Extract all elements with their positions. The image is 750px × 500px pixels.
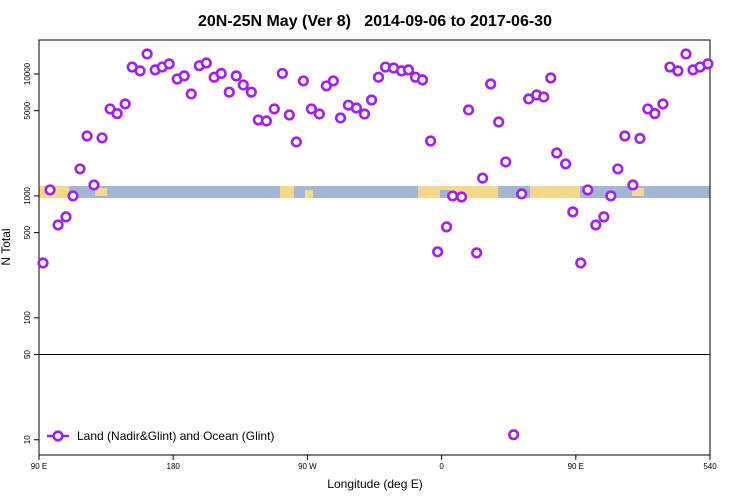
x-tick-label: 90 E: [31, 462, 47, 471]
legend-label: Land (Nadir&Glint) and Ocean (Glint): [77, 429, 274, 443]
x-tick-label: 90 W: [298, 462, 317, 471]
data-point: [485, 78, 497, 90]
data-point: [320, 80, 332, 92]
data-point: [416, 74, 429, 86]
data-point: [477, 172, 489, 184]
data-point: [334, 112, 347, 124]
data-point: [538, 91, 550, 103]
data-point: [290, 136, 302, 148]
data-point: [111, 108, 123, 120]
data-point: [582, 184, 594, 196]
data-point: [627, 179, 639, 191]
land-patch: [632, 188, 644, 196]
y-axis-label: N Total: [0, 228, 13, 265]
data-point: [297, 75, 309, 87]
data-point: [230, 70, 242, 82]
data-point: [365, 94, 378, 106]
data-point: [276, 67, 288, 80]
data-point: [358, 108, 371, 120]
land-patch: [418, 186, 498, 198]
data-point: [567, 206, 579, 218]
data-point: [372, 71, 385, 83]
data-point: [508, 429, 520, 441]
data-point: [81, 130, 93, 142]
data-point: [215, 67, 227, 80]
data-point: [500, 156, 512, 168]
x-tick-label: 90 E: [568, 462, 584, 471]
data-point: [223, 86, 235, 98]
data-point: [440, 221, 453, 233]
data-point: [52, 219, 64, 231]
land-patch: [95, 188, 107, 196]
data-point: [44, 184, 56, 196]
plot-frame: [38, 39, 711, 456]
data-point: [305, 103, 318, 115]
data-point: [447, 190, 459, 202]
y-tick-label: 1000: [23, 186, 32, 204]
y-tick-label: 5000: [23, 101, 32, 119]
data-point: [619, 130, 631, 142]
land-patch: [305, 190, 313, 198]
data-point: [680, 48, 692, 60]
data-point: [134, 65, 146, 77]
data-point: [551, 147, 563, 159]
data-point: [702, 58, 714, 70]
data-point: [657, 98, 669, 110]
data-point: [350, 102, 363, 114]
data-point: [163, 58, 175, 70]
data-point: [598, 211, 610, 223]
data-point: [141, 48, 153, 60]
data-point: [545, 72, 557, 84]
map-strip: [39, 186, 710, 198]
data-point: [590, 219, 602, 231]
data-point: [37, 257, 49, 269]
data-point: [649, 108, 661, 120]
land-patch: [530, 186, 580, 198]
data-point: [178, 70, 190, 82]
y-tick-label: 10: [23, 435, 32, 444]
x-axis-label: Longitude (deg E): [327, 477, 422, 491]
data-point: [74, 163, 86, 175]
data-point: [402, 64, 415, 76]
data-point: [60, 211, 72, 223]
data-point: [612, 163, 624, 175]
data-point: [431, 246, 444, 258]
legend-marker: [52, 430, 64, 442]
land-patch: [280, 186, 294, 198]
data-point: [471, 247, 483, 259]
data-point: [245, 86, 257, 98]
data-point: [516, 188, 528, 200]
data-point: [283, 109, 295, 121]
data-point: [575, 257, 587, 269]
data-point: [313, 108, 325, 120]
chart-title: 20N-25N May (Ver 8) 2014-09-06 to 2017-0…: [198, 13, 552, 30]
y-tick-label: 100: [23, 311, 32, 325]
data-point: [455, 191, 468, 203]
data-point: [237, 79, 249, 91]
data-point: [119, 98, 131, 110]
y-tick-label: 50: [23, 350, 32, 359]
data-point: [67, 190, 79, 202]
data-point: [493, 116, 505, 128]
x-tick-label: 180: [167, 462, 181, 471]
data-point: [560, 158, 572, 170]
x-tick-label: 0: [439, 462, 444, 471]
data-point: [268, 103, 280, 115]
data-point: [462, 104, 475, 116]
x-tick-label: 540: [703, 462, 717, 471]
data-point: [185, 88, 197, 100]
data-point: [424, 135, 437, 147]
data-point: [672, 65, 684, 77]
data-point: [88, 179, 100, 191]
y-tick-label: 500: [23, 225, 32, 239]
ocean-patch: [440, 190, 450, 198]
data-point: [634, 132, 646, 145]
data-point: [96, 132, 108, 144]
y-tick-label: 10000: [23, 62, 32, 85]
data-point: [260, 115, 272, 127]
data-point: [200, 57, 212, 69]
data-point: [327, 75, 339, 87]
data-point: [605, 190, 617, 202]
